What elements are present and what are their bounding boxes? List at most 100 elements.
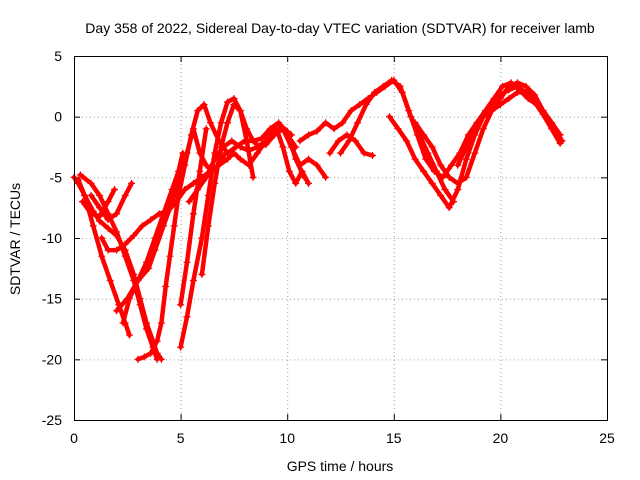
data-point <box>217 143 225 151</box>
data-point <box>351 137 359 145</box>
data-point <box>130 232 138 240</box>
data-point <box>183 258 191 266</box>
data-point <box>445 173 453 181</box>
data-point <box>119 319 127 327</box>
data-point <box>296 137 304 145</box>
data-point <box>87 179 95 187</box>
data-point <box>388 76 396 84</box>
data-point <box>479 113 487 121</box>
data-point <box>411 155 419 163</box>
data-point <box>104 246 112 254</box>
data-point <box>513 82 521 90</box>
data-point <box>128 179 136 187</box>
data-point <box>224 149 232 157</box>
data-point <box>411 119 419 127</box>
data-point <box>296 161 304 169</box>
data-point <box>76 171 84 179</box>
data-point <box>189 276 197 284</box>
data-point <box>371 88 379 96</box>
data-point <box>330 125 338 133</box>
data-point <box>79 198 87 206</box>
data-point <box>275 119 283 127</box>
data-point <box>522 88 530 96</box>
data-point <box>356 101 364 109</box>
data-point <box>441 185 449 193</box>
data-point <box>513 88 521 96</box>
data-point <box>420 131 428 139</box>
data-point <box>403 137 411 145</box>
plot-frame <box>74 56 608 421</box>
data-point <box>279 125 287 133</box>
data-point <box>236 155 244 163</box>
data-point <box>386 113 394 121</box>
data-point <box>140 353 148 361</box>
data-point <box>187 131 195 139</box>
series-arc14 <box>273 125 313 187</box>
series-arc10 <box>177 94 330 351</box>
data-point <box>326 149 334 157</box>
data-point <box>121 252 129 260</box>
y-tick-label: 5 <box>54 48 62 64</box>
y-tick-label: -20 <box>42 351 62 367</box>
data-point <box>298 167 306 175</box>
series-arc3 <box>76 171 161 363</box>
data-point <box>134 276 142 284</box>
data-point <box>194 107 202 115</box>
data-point <box>305 131 313 139</box>
data-point <box>98 234 106 242</box>
series-arc5 <box>87 179 136 224</box>
data-point <box>249 173 257 181</box>
data-point <box>230 101 238 109</box>
data-point <box>113 307 121 315</box>
data-point <box>157 319 165 327</box>
series-line <box>274 126 311 186</box>
data-point <box>113 210 121 218</box>
data-point <box>430 167 438 175</box>
data-point <box>202 161 210 169</box>
data-point <box>479 125 487 133</box>
data-point <box>96 192 104 200</box>
data-point <box>174 192 182 200</box>
data-point <box>198 270 206 278</box>
data-point <box>153 337 161 345</box>
data-point <box>194 185 202 193</box>
data-point <box>262 137 270 145</box>
data-point <box>360 149 368 157</box>
data-point <box>125 331 133 339</box>
data-point <box>428 179 436 187</box>
data-point <box>147 349 155 357</box>
series-arc8 <box>119 149 187 327</box>
data-point <box>337 149 344 157</box>
data-point <box>142 258 150 266</box>
data-point <box>505 86 513 94</box>
data-point <box>505 94 513 102</box>
data-point <box>104 224 112 232</box>
data-point <box>334 137 342 145</box>
y-tick-label: -10 <box>42 230 62 246</box>
x-tick-label: 25 <box>599 430 615 446</box>
chart-title: Day 358 of 2022, Sidereal Day-to-day VTE… <box>85 20 595 36</box>
data-point <box>200 101 208 109</box>
data-point <box>106 276 114 284</box>
data-point <box>236 143 244 151</box>
data-point <box>488 101 496 109</box>
data-point <box>273 125 281 133</box>
data-point <box>153 355 161 363</box>
data-point <box>147 216 155 224</box>
data-point <box>279 143 287 151</box>
data-point <box>531 91 539 99</box>
data-point <box>394 125 402 133</box>
data-point <box>177 301 185 309</box>
x-tick-label: 15 <box>386 430 402 446</box>
data-point <box>138 222 146 230</box>
data-point <box>462 143 470 151</box>
data-point <box>224 98 232 106</box>
data-point <box>151 234 159 242</box>
data-point <box>253 143 261 151</box>
x-tick-label: 5 <box>177 430 185 446</box>
data-point <box>313 127 321 135</box>
data-point <box>445 204 453 212</box>
data-point <box>113 228 121 236</box>
data-point <box>362 101 370 109</box>
data-point <box>447 161 455 169</box>
